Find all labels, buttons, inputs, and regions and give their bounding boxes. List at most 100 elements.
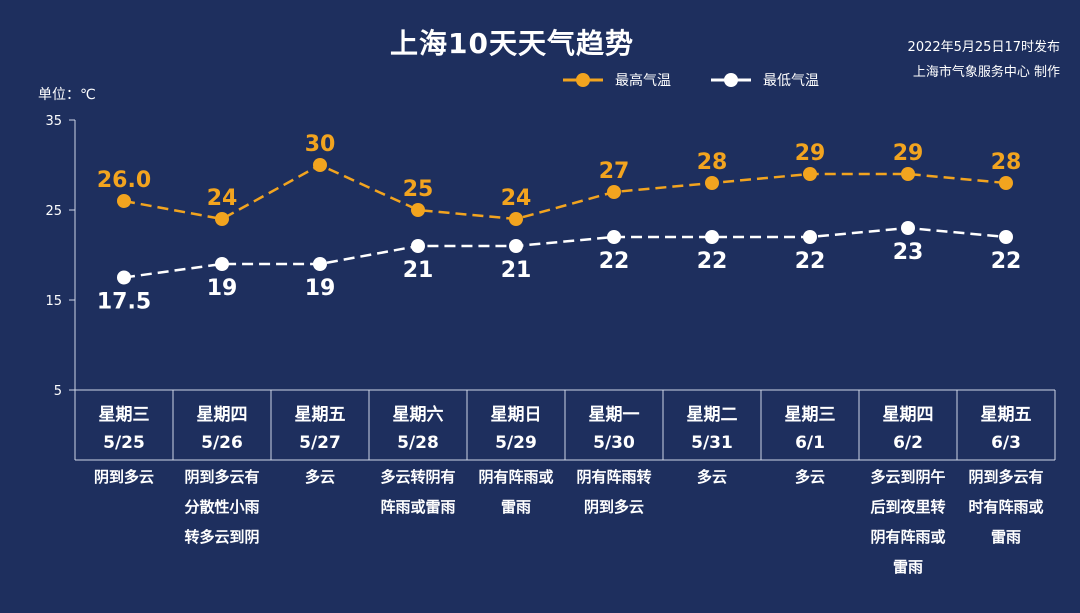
- weather-description: 阴到多云: [75, 462, 173, 492]
- weather-description: 多云: [271, 462, 369, 492]
- low-temp-label: 22: [599, 249, 630, 274]
- weekday-label: 星期六: [392, 405, 444, 425]
- weather-description-line: 多云转阴有: [380, 468, 456, 486]
- weather-description-line: 时有阵雨或: [968, 498, 1044, 516]
- weekday-label: 星期五: [294, 405, 346, 425]
- legend-low-label: 最低气温: [763, 73, 819, 89]
- low-temp-point: [901, 221, 915, 235]
- y-tick-label: 5: [54, 384, 62, 399]
- high-temp-point: [999, 176, 1013, 190]
- weather-description: 阴到多云有时有阵雨或雷雨: [957, 462, 1055, 552]
- legend-high-label: 最高气温: [615, 72, 671, 89]
- date-label: 5/30: [593, 433, 635, 453]
- weekday-label: 星期三: [98, 405, 150, 425]
- weather-description-line: 转多云到阴: [184, 528, 260, 546]
- weekday-label: 星期二: [686, 405, 738, 425]
- low-temp-point: [509, 239, 523, 253]
- high-temp-label: 28: [991, 150, 1022, 175]
- low-temp-label: 17.5: [97, 290, 151, 315]
- date-label: 5/31: [691, 433, 733, 453]
- weather-description-line: 阵雨或雷雨: [380, 498, 456, 516]
- low-temp-point: [411, 239, 425, 253]
- weather-description-line: 阴有阵雨或: [870, 528, 946, 546]
- low-temp-point: [117, 270, 131, 285]
- weather-description: 多云: [663, 462, 761, 492]
- publish-time: 2022年5月25日17时发布: [907, 40, 1060, 55]
- low-temp-point: [215, 257, 229, 271]
- high-temp-label: 24: [207, 186, 238, 211]
- low-temp-point: [313, 257, 327, 271]
- high-temp-point: [411, 203, 425, 217]
- weather-description-line: 阴有阵雨或: [478, 468, 554, 486]
- date-label: 6/1: [795, 433, 825, 453]
- legend-low-swatch-dot: [724, 73, 738, 87]
- weather-description-line: 阴有阵雨转: [576, 468, 652, 486]
- high-temp-label: 30: [305, 132, 336, 157]
- high-temp-label: 25: [403, 177, 434, 202]
- weekday-label: 星期五: [980, 405, 1032, 425]
- high-temp-point: [607, 185, 621, 199]
- weekday-label: 星期四: [882, 405, 934, 425]
- weather-description-line: 阴到多云有: [184, 468, 260, 486]
- date-label: 6/3: [991, 433, 1021, 453]
- date-label: 5/25: [103, 433, 145, 453]
- weather-description-line: 阴到多云: [93, 468, 154, 486]
- weather-description: 阴有阵雨转 阴到多云: [565, 462, 663, 522]
- low-temp-line: [123, 226, 1007, 279]
- low-temp-point: [803, 230, 817, 244]
- chart-title: 上海10天天气趋势: [390, 27, 634, 60]
- date-label: 5/28: [397, 433, 439, 453]
- legend-high-swatch-dot: [576, 73, 590, 87]
- high-temp-point: [901, 167, 915, 181]
- weather-description: 阴到多云有分散性小雨转多云到阴: [173, 462, 271, 552]
- y-tick-label: 25: [45, 204, 62, 219]
- low-temp-label: 22: [697, 249, 728, 274]
- weather-description-line: 多云: [696, 468, 727, 486]
- weather-description: 多云转阴有阵雨或雷雨: [369, 462, 467, 522]
- weather-description-line: 阴到多云: [583, 498, 644, 516]
- weather-description-line: 分散性小雨: [184, 498, 260, 516]
- high-temp-label: 24: [501, 186, 532, 211]
- y-axis-unit-label: 单位：℃: [38, 87, 96, 103]
- low-temp-label: 22: [795, 249, 826, 274]
- weather-description-line: 多云到阴午: [870, 468, 946, 486]
- weather-description-line: 多云: [794, 468, 825, 486]
- high-temp-point: [705, 176, 719, 190]
- high-temp-point: [509, 212, 523, 226]
- weather-description-line: 阴到多云有: [968, 468, 1044, 486]
- high-temp-point: [803, 167, 817, 181]
- weather-description: 阴有阵雨或 雷雨: [467, 462, 565, 522]
- weather-description-line: 雷雨: [500, 498, 531, 516]
- weather-description-line: 多云: [304, 468, 335, 486]
- low-temp-label: 21: [403, 258, 434, 283]
- high-temp-label: 28: [697, 150, 728, 175]
- high-temp-point: [117, 194, 131, 208]
- low-temp-point: [705, 230, 719, 244]
- date-label: 5/29: [495, 433, 537, 453]
- low-temp-point: [607, 230, 621, 244]
- low-temp-label: 19: [305, 276, 336, 301]
- weather-description-line: 雷雨: [892, 558, 923, 576]
- high-temp-label: 27: [599, 159, 630, 184]
- low-temp-label: 19: [207, 276, 238, 301]
- high-temp-label: 29: [893, 141, 924, 166]
- date-label: 5/27: [299, 433, 341, 453]
- high-temp-label: 29: [795, 141, 826, 166]
- weather-description-line: 后到夜里转: [870, 498, 946, 516]
- weather-description-line: 雷雨: [990, 528, 1021, 546]
- weekday-label: 星期一: [588, 405, 640, 425]
- low-temp-point: [999, 230, 1013, 244]
- weather-description: 多云: [761, 462, 859, 492]
- high-temp-point: [313, 158, 327, 172]
- high-temp-point: [215, 212, 229, 226]
- weekday-label: 星期三: [784, 405, 836, 425]
- weekday-label: 星期四: [196, 405, 248, 425]
- weekday-label: 星期日: [490, 405, 542, 425]
- low-temp-label: 21: [501, 258, 532, 283]
- high-temp-line: [123, 163, 1007, 221]
- high-temp-label: 26.0: [97, 168, 151, 193]
- low-temp-label: 23: [893, 240, 924, 265]
- date-label: 6/2: [893, 433, 923, 453]
- date-label: 5/26: [201, 433, 243, 453]
